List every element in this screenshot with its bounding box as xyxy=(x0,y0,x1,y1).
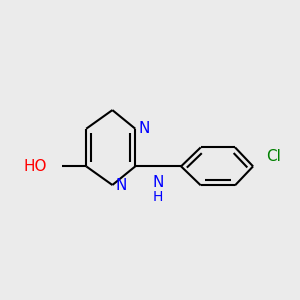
Text: H: H xyxy=(153,190,164,204)
Text: N: N xyxy=(152,175,164,190)
Text: HO: HO xyxy=(23,159,47,174)
Text: Cl: Cl xyxy=(266,149,281,164)
Text: N: N xyxy=(139,121,150,136)
Text: N: N xyxy=(116,178,127,193)
